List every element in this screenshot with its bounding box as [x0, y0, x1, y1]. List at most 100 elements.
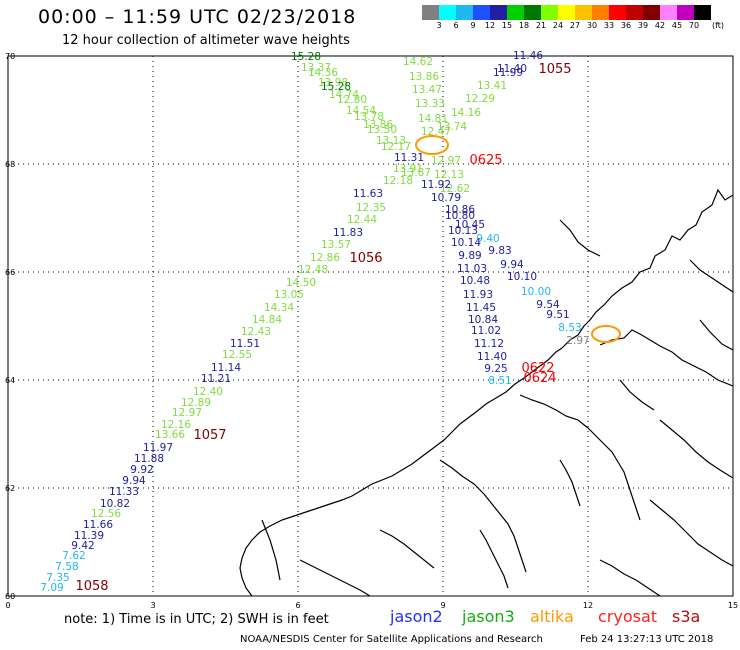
- colorbar-label: 70: [688, 21, 700, 30]
- wave-height-value: 12.56: [91, 508, 121, 520]
- wave-height-value: 11.39: [74, 530, 104, 542]
- wave-height-value: 11.33: [109, 486, 139, 498]
- wave-height-value: 9.94: [122, 475, 146, 487]
- colorbar: [422, 5, 711, 20]
- y-tick-label: 60: [5, 592, 15, 601]
- wave-height-value: 11.92: [421, 179, 451, 191]
- wave-height-value: 11.40: [497, 63, 527, 75]
- colorbar-swatch: [558, 5, 575, 20]
- wave-height-value: 13.33: [415, 98, 445, 110]
- colorbar-label: 18: [518, 21, 530, 30]
- x-tick-label: 6: [295, 601, 300, 610]
- wave-height-value: 10.80: [445, 210, 475, 222]
- altika-marker-2: [591, 325, 621, 343]
- wave-height-value: 12.97: [172, 407, 202, 419]
- wave-height-value: 12.86: [310, 252, 340, 264]
- wave-height-value: 11.45: [466, 302, 496, 314]
- colorbar-label: 21: [535, 21, 547, 30]
- legend-s3a: s3a: [672, 607, 701, 626]
- wave-height-value: 12.62: [440, 183, 470, 195]
- colorbar-label: 12: [484, 21, 496, 30]
- wave-height-value: 11.12: [474, 338, 504, 350]
- wave-height-value: 11.02: [471, 325, 501, 337]
- colorbar-swatch: [609, 5, 626, 20]
- x-tick-label: 15: [728, 601, 738, 610]
- wave-height-value: 13.37: [301, 62, 331, 74]
- colorbar-label: 39: [637, 21, 649, 30]
- wave-height-value: 9.89: [458, 250, 481, 262]
- colorbar-label: 36: [620, 21, 632, 30]
- pass-label: 0625: [469, 153, 502, 168]
- wave-height-points: 11.4611.4011.9913.4112.2914.1613.7414.62…: [40, 50, 589, 594]
- wave-height-value: 12.16: [161, 419, 191, 431]
- colorbar-label: 3: [436, 21, 442, 30]
- wave-height-value: 12.48: [298, 264, 328, 276]
- wave-height-value: 11.83: [333, 227, 363, 239]
- wave-height-value: 14.74: [329, 89, 359, 101]
- colorbar-swatch: [592, 5, 609, 20]
- x-tick-label: 3: [150, 601, 155, 610]
- pass-label: 1058: [75, 579, 108, 594]
- legend-cryosat: cryosat: [598, 607, 658, 626]
- wave-height-value: 11.40: [477, 351, 507, 363]
- wave-height-value: 10.14: [451, 237, 481, 249]
- wave-height-value: 11.93: [463, 289, 493, 301]
- wave-height-value: 12.17: [381, 141, 411, 153]
- wave-height-value: 13.86: [363, 119, 393, 131]
- colorbar-swatch: [575, 5, 592, 20]
- wave-height-value: 13.91: [393, 163, 423, 175]
- wave-height-value: 10.84: [468, 314, 498, 326]
- y-tick-label: 62: [5, 484, 15, 493]
- wave-height-value: 12.55: [222, 349, 252, 361]
- wave-height-value: 13.86: [409, 71, 439, 83]
- colorbar-swatch: [422, 5, 439, 20]
- colorbar-swatch: [626, 5, 643, 20]
- wave-height-value: 12.18: [383, 175, 413, 187]
- wave-height-value: 12.29: [465, 93, 495, 105]
- wave-height-value: 8.51: [488, 375, 511, 387]
- wave-height-value: 14.50: [286, 277, 316, 289]
- wave-height-value: 12.47: [421, 126, 451, 138]
- colorbar-swatch: [456, 5, 473, 20]
- wave-height-value: 13.47: [412, 84, 442, 96]
- wave-height-value: 10.86: [445, 204, 475, 216]
- wave-height-value: 11.31: [394, 152, 424, 164]
- wave-height-value: 9.51: [546, 309, 569, 321]
- colorbar-swatch: [524, 5, 541, 20]
- grid-lines: [8, 56, 733, 596]
- wave-height-value: 9.42: [71, 540, 94, 552]
- colorbar-swatch: [677, 5, 694, 20]
- wave-height-value: 13.50: [367, 124, 397, 136]
- wave-height-value: 9.25: [484, 363, 507, 375]
- colorbar-label: 45: [671, 21, 683, 30]
- wave-height-value: 12.43: [241, 326, 271, 338]
- x-tick-label: 12: [583, 601, 593, 610]
- wave-height-value: 14.34: [264, 302, 294, 314]
- wave-height-value: 12.89: [181, 397, 211, 409]
- colorbar-label: 24: [552, 21, 564, 30]
- wave-height-value: 13.87: [401, 167, 431, 179]
- pass-label: 0624: [523, 371, 556, 386]
- pass-label: 1055: [538, 62, 571, 77]
- colorbar-label: 42: [654, 21, 666, 30]
- pass-label: 1056: [349, 251, 382, 266]
- wave-height-value: 13.41: [477, 80, 507, 92]
- wave-height-value: 12.35: [356, 202, 386, 214]
- wave-height-value: 11.88: [134, 453, 164, 465]
- wave-height-value: 13.57: [321, 239, 351, 251]
- wave-height-value: 7.09: [40, 582, 63, 594]
- wave-height-value: 10.79: [431, 192, 461, 204]
- y-tick-label: 70: [5, 52, 15, 61]
- wave-height-value: 14.81: [418, 113, 448, 125]
- x-tick-label: 9: [440, 601, 445, 610]
- wave-height-value: 14.54: [346, 105, 376, 117]
- coastline: [239, 188, 734, 597]
- wave-height-value: 10.00: [521, 286, 551, 298]
- wave-height-value: 11.97: [143, 442, 173, 454]
- colorbar-unit: (ft): [712, 21, 725, 30]
- wave-height-value: 10.13: [448, 225, 478, 237]
- wave-height-value: 12.13: [434, 169, 464, 181]
- page-title: 00:00 – 11:59 UTC 02/23/2018: [38, 6, 357, 28]
- wave-height-value: 14.16: [451, 107, 481, 119]
